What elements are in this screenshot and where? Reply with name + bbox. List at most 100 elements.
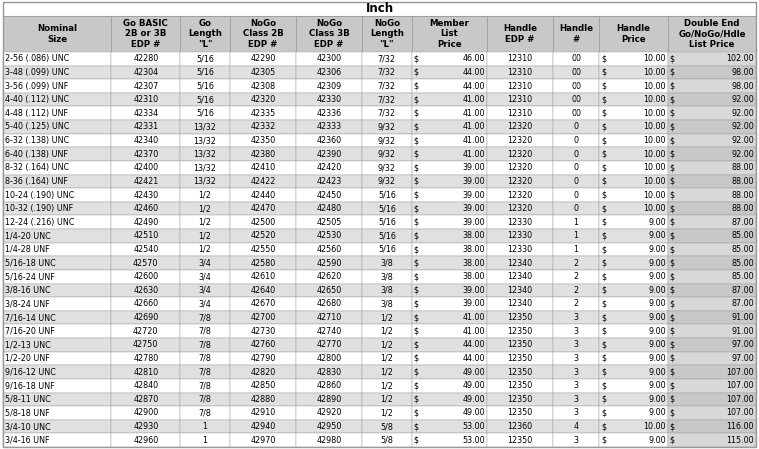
Text: 9.00: 9.00 (648, 299, 666, 308)
Text: 39.00: 39.00 (462, 218, 485, 227)
Text: 41.00: 41.00 (462, 109, 485, 118)
Bar (296, 325, 362, 338)
Bar (553, 338, 599, 352)
Bar (3, 52, 112, 66)
Text: $: $ (414, 150, 419, 158)
Text: 38.00: 38.00 (462, 259, 485, 268)
Text: 1/2-20 UNF: 1/2-20 UNF (5, 354, 50, 363)
Text: 3/4-10 UNC: 3/4-10 UNC (5, 422, 51, 431)
Bar (599, 175, 668, 188)
Bar (668, 270, 756, 284)
Text: 85.00: 85.00 (732, 259, 754, 268)
Bar (362, 420, 411, 433)
Text: 9.00: 9.00 (648, 409, 666, 418)
Bar (3, 379, 112, 392)
Bar (553, 270, 599, 284)
Text: 12350: 12350 (507, 327, 533, 336)
Text: 42750: 42750 (133, 340, 159, 349)
Text: 88.00: 88.00 (732, 190, 754, 199)
Bar (668, 120, 756, 134)
Text: $: $ (601, 340, 606, 349)
Text: 9.00: 9.00 (648, 436, 666, 445)
Bar (599, 392, 668, 406)
Text: 3: 3 (574, 436, 578, 445)
Text: 5/16: 5/16 (196, 54, 214, 63)
Text: 9/16-12 UNC: 9/16-12 UNC (5, 368, 56, 377)
Text: 5/16: 5/16 (378, 204, 395, 213)
Text: $: $ (670, 231, 675, 240)
Text: 4: 4 (574, 422, 578, 431)
Text: 9/32: 9/32 (378, 177, 396, 186)
Text: 2: 2 (574, 259, 578, 268)
Text: 87.00: 87.00 (732, 218, 754, 227)
Bar (296, 93, 362, 106)
Bar (296, 175, 362, 188)
Bar (3, 311, 112, 325)
Text: 42332: 42332 (250, 123, 276, 132)
Text: $: $ (414, 381, 419, 390)
Bar (599, 66, 668, 79)
Text: 91.00: 91.00 (732, 327, 754, 336)
Text: $: $ (670, 123, 675, 132)
Bar (553, 243, 599, 256)
Bar (296, 365, 362, 379)
Bar (112, 256, 180, 270)
Text: 0: 0 (574, 123, 578, 132)
Bar (362, 120, 411, 134)
Text: 9.00: 9.00 (648, 395, 666, 404)
Text: 3: 3 (574, 354, 578, 363)
Bar (180, 270, 230, 284)
Text: 115.00: 115.00 (726, 436, 754, 445)
Bar (230, 106, 296, 120)
Text: 41.00: 41.00 (462, 150, 485, 158)
Text: 3/8-24 UNF: 3/8-24 UNF (5, 299, 49, 308)
Bar (668, 175, 756, 188)
Bar (599, 311, 668, 325)
Text: 3/4-16 UNF: 3/4-16 UNF (5, 436, 49, 445)
Text: $: $ (670, 204, 675, 213)
Text: $: $ (414, 340, 419, 349)
Text: $: $ (601, 272, 606, 281)
Text: 3: 3 (574, 368, 578, 377)
Bar (180, 52, 230, 66)
Text: 12350: 12350 (507, 313, 533, 322)
Text: $: $ (414, 259, 419, 268)
Text: $: $ (601, 82, 606, 91)
Text: 107.00: 107.00 (726, 395, 754, 404)
Bar (553, 297, 599, 311)
Text: 42320: 42320 (250, 95, 276, 104)
Bar (487, 270, 553, 284)
Text: $: $ (601, 381, 606, 390)
Bar (3, 406, 112, 420)
Text: 7/32: 7/32 (378, 95, 396, 104)
Text: 85.00: 85.00 (732, 245, 754, 254)
Bar (296, 134, 362, 147)
Bar (668, 147, 756, 161)
Text: 42800: 42800 (317, 354, 342, 363)
Text: 12-24 (.216) UNC: 12-24 (.216) UNC (5, 218, 74, 227)
Bar (599, 16, 668, 52)
Text: 9.00: 9.00 (648, 313, 666, 322)
Text: 42590: 42590 (317, 259, 342, 268)
Text: 97.00: 97.00 (731, 354, 754, 363)
Text: $: $ (670, 354, 675, 363)
Text: Handle
#: Handle # (559, 24, 593, 44)
Text: 5/16: 5/16 (196, 109, 214, 118)
Bar (296, 52, 362, 66)
Text: $: $ (414, 136, 419, 145)
Bar (296, 16, 362, 52)
Text: Go
Length
"L": Go Length "L" (188, 19, 222, 49)
Text: $: $ (414, 204, 419, 213)
Bar (487, 175, 553, 188)
Bar (668, 188, 756, 202)
Bar (599, 420, 668, 433)
Text: 0: 0 (574, 163, 578, 172)
Bar (230, 433, 296, 447)
Text: 12320: 12320 (507, 163, 533, 172)
Text: 42550: 42550 (250, 245, 276, 254)
Bar (296, 79, 362, 93)
Bar (362, 256, 411, 270)
Text: 3: 3 (574, 409, 578, 418)
Bar (599, 161, 668, 175)
Bar (411, 16, 487, 52)
